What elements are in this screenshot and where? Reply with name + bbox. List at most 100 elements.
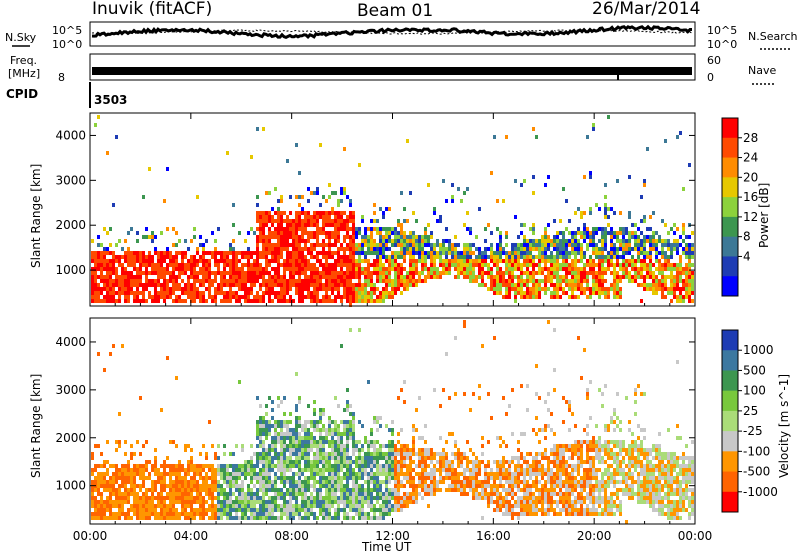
heatmap-cell [352, 484, 355, 488]
heatmap-cell [370, 460, 373, 464]
heatmap-cell [670, 279, 673, 283]
heatmap-cell [658, 271, 661, 275]
heatmap-cell [124, 291, 127, 295]
heatmap-cell [616, 295, 619, 299]
heatmap-cell [271, 283, 274, 287]
heatmap-cell [274, 259, 277, 263]
heatmap-cell [136, 299, 139, 303]
heatmap-cell [400, 428, 403, 432]
heatmap-cell [439, 476, 442, 480]
heatmap-cell [535, 239, 538, 243]
heatmap-cell [256, 215, 259, 219]
heatmap-cell [367, 239, 370, 243]
heatmap-cell [217, 283, 220, 287]
heatmap-cell [544, 259, 547, 263]
heatmap-cell [592, 227, 595, 231]
heatmap-cell [343, 504, 346, 508]
heatmap-cell [247, 492, 250, 496]
heatmap-cell [304, 496, 307, 500]
heatmap-cell [310, 299, 313, 303]
heatmap-cell [439, 488, 442, 492]
heatmap-cell [241, 516, 244, 520]
heatmap-cell [172, 259, 175, 263]
heatmap-cell [370, 251, 373, 255]
heatmap-cell [352, 444, 355, 448]
heatmap-cell [334, 444, 337, 448]
heatmap-cell [217, 480, 220, 484]
heatmap-cell [430, 448, 433, 452]
heatmap-cell [643, 235, 646, 239]
heatmap-cell [322, 480, 325, 484]
heatmap-cell [358, 275, 361, 279]
heatmap-cell [505, 251, 508, 255]
heatmap-cell [310, 492, 313, 496]
heatmap-cell [550, 239, 553, 243]
heatmap-cell [373, 247, 376, 251]
heatmap-cell [319, 444, 322, 448]
heatmap-cell [481, 255, 484, 259]
heatmap-cell [373, 512, 376, 516]
heatmap-cell [379, 484, 382, 488]
heatmap-cell [226, 500, 229, 504]
heatmap-cell [622, 271, 625, 275]
nave-label: Nave [748, 64, 776, 77]
heatmap-cell [472, 251, 475, 255]
heatmap-cell [319, 504, 322, 508]
heatmap-cell [190, 271, 193, 275]
heatmap-cell [319, 243, 322, 247]
heatmap-cell [610, 227, 613, 231]
heatmap-cell [157, 472, 160, 476]
heatmap-cell [391, 255, 394, 259]
heatmap-cell [232, 480, 235, 484]
heatmap-cell [688, 295, 691, 299]
heatmap-cell [472, 267, 475, 271]
heatmap-cell [322, 500, 325, 504]
heatmap-cell [184, 468, 187, 472]
heatmap-cell [253, 283, 256, 287]
heatmap-cell [538, 239, 541, 243]
heatmap-cell [106, 480, 109, 484]
heatmap-cell [256, 271, 259, 275]
heatmap-cell [613, 263, 616, 267]
heatmap-cell [304, 287, 307, 291]
heatmap-cell [571, 239, 574, 243]
heatmap-cell [568, 295, 571, 299]
heatmap-cell [256, 508, 259, 512]
heatmap-cell [235, 484, 238, 488]
heatmap-cell [100, 464, 103, 468]
heatmap-cell [553, 239, 556, 243]
heatmap-cell [271, 436, 274, 440]
heatmap-cell [304, 283, 307, 287]
heatmap-cell [652, 263, 655, 267]
heatmap-cell [418, 396, 421, 400]
heatmap-cell [568, 287, 571, 291]
heatmap-cell [256, 291, 259, 295]
heatmap-cell [322, 267, 325, 271]
heatmap-cell [478, 275, 481, 279]
heatmap-cell [325, 275, 328, 279]
heatmap-cell [565, 259, 568, 263]
heatmap-cell [157, 492, 160, 496]
heatmap-cell [370, 219, 373, 223]
heatmap-cell [235, 271, 238, 275]
heatmap-cell [292, 516, 295, 520]
heatmap-cell [97, 500, 100, 504]
heatmap-cell [184, 271, 187, 275]
heatmap-cell [298, 251, 301, 255]
heatmap-cell [391, 263, 394, 267]
heatmap-cell [310, 275, 313, 279]
heatmap-cell [283, 279, 286, 283]
heatmap-cell [163, 291, 166, 295]
heatmap-cell [331, 500, 334, 504]
heatmap-cell [310, 223, 313, 227]
heatmap-cell [196, 484, 199, 488]
heatmap-cell [619, 247, 622, 251]
heatmap-cell [505, 231, 508, 235]
heatmap-cell [289, 195, 292, 199]
heatmap-cell [118, 488, 121, 492]
heatmap-cell [409, 275, 412, 279]
heatmap-cell [691, 283, 694, 287]
heatmap-cell [622, 231, 625, 235]
heatmap-cell [292, 255, 295, 259]
heatmap-cell [283, 235, 286, 239]
